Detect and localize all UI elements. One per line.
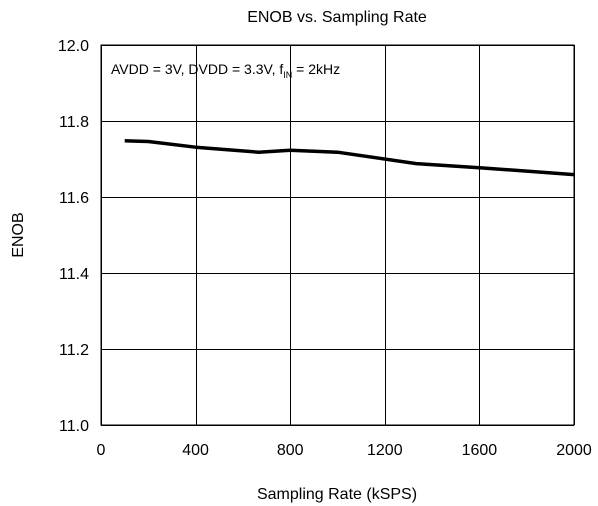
annotation-prefix: AVDD = 3V, DVDD = 3.3V, f — [111, 61, 283, 77]
y-tick-label: 11.8 — [59, 114, 89, 131]
series — [124, 139, 575, 177]
grid — [101, 45, 575, 426]
series-line-0 — [124, 139, 575, 177]
y-tick-label: 11.4 — [59, 266, 89, 283]
annotation-subscript: IN — [283, 70, 292, 80]
x-tick-label: 1200 — [367, 442, 403, 459]
annotation-suffix: = 2kHz — [292, 61, 340, 77]
x-tick-label: 400 — [182, 442, 209, 459]
x-axis-label: Sampling Rate (kSPS) — [257, 486, 417, 503]
y-tick-label: 12.0 — [58, 38, 89, 55]
y-tick-label: 11.6 — [59, 190, 89, 207]
x-tick-label: 800 — [277, 442, 304, 459]
y-tick-label: 11.2 — [59, 342, 89, 359]
chart-title: ENOB vs. Sampling Rate — [247, 9, 427, 26]
x-tick-label: 0 — [97, 442, 106, 459]
x-tick-label: 2000 — [556, 442, 592, 459]
plot-area — [100, 44, 575, 426]
tick-labels: 0 400 800 1200 1600 2000 11.0 11.2 11.4 11.6 11.8 1… — [58, 38, 592, 459]
y-axis-label: ENOB — [10, 212, 27, 257]
x-tick-label: 1600 — [462, 442, 498, 459]
conditions-annotation: AVDD = 3V, DVDD = 3.3V, fIN = 2kHz — [111, 61, 340, 80]
y-tick-label: 11.0 — [59, 418, 89, 435]
